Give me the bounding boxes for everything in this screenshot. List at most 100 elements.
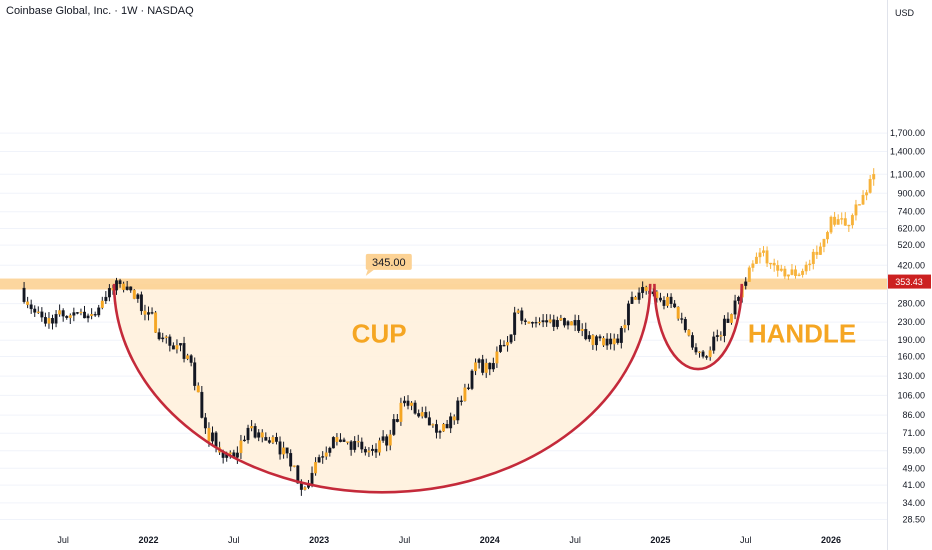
- candle-body: [712, 336, 716, 351]
- candle-body: [363, 449, 367, 453]
- price-tick-label: 900.00: [897, 188, 925, 198]
- candle-body: [865, 192, 869, 196]
- candle-body: [189, 355, 193, 363]
- candle-body: [257, 432, 261, 438]
- candle-body: [733, 300, 737, 315]
- candle-body: [708, 350, 712, 358]
- candle-body: [630, 296, 634, 304]
- candle-body: [644, 286, 648, 292]
- candle-body: [385, 436, 389, 446]
- candle-body: [83, 311, 86, 319]
- price-tick-label: 280.00: [897, 299, 925, 309]
- candle-body: [367, 450, 371, 453]
- candle-body: [783, 268, 787, 277]
- candle-body: [61, 310, 65, 317]
- candle-body: [850, 215, 854, 226]
- candle-body: [445, 423, 449, 429]
- candle-body: [762, 250, 765, 253]
- candle-body: [779, 268, 783, 271]
- candle-body: [381, 436, 385, 441]
- candle-body: [811, 251, 815, 265]
- candle-body: [378, 440, 382, 453]
- candle-body: [786, 274, 790, 277]
- candle-body: [616, 338, 620, 343]
- candle-body: [612, 338, 616, 345]
- candle-body: [602, 337, 605, 346]
- candle-body: [403, 400, 406, 404]
- price-tick-label: 59.00: [902, 446, 925, 456]
- candle-body: [139, 294, 143, 312]
- candle-body: [267, 440, 271, 443]
- price-tick-label: 420.00: [897, 260, 925, 270]
- candle-body: [207, 427, 211, 442]
- candle-body: [598, 336, 602, 339]
- candle-body: [822, 238, 826, 247]
- candle-body: [530, 322, 534, 324]
- candle-body: [754, 256, 758, 264]
- candle-body: [634, 296, 637, 300]
- candle-body: [587, 335, 591, 340]
- price-tick-label: 71.00: [902, 428, 925, 438]
- price-tick-label: 106.00: [897, 390, 925, 400]
- candle-body: [562, 318, 566, 326]
- candle-body: [40, 311, 44, 318]
- candle-body: [861, 194, 865, 205]
- candle-body: [282, 447, 286, 455]
- candle-body: [687, 329, 691, 336]
- candle-body: [125, 286, 129, 290]
- candle-body: [804, 264, 808, 272]
- candle-body: [33, 308, 37, 313]
- candle-body: [715, 335, 719, 337]
- candle-body: [705, 356, 709, 358]
- price-tick-label: 28.50: [902, 515, 925, 525]
- candle-body: [417, 413, 421, 417]
- candle-body: [484, 362, 488, 373]
- candle-body: [118, 280, 122, 285]
- candle-body: [321, 456, 325, 458]
- candle-body: [676, 306, 680, 319]
- time-tick-label: Jul: [399, 535, 411, 545]
- candle-body: [538, 321, 541, 324]
- candle-body: [577, 319, 581, 331]
- candle-body: [328, 447, 332, 453]
- price-tick-label: 740.00: [897, 207, 925, 217]
- candle-body: [534, 322, 538, 324]
- candle-body: [506, 342, 510, 346]
- price-tick-label: 41.00: [902, 480, 925, 490]
- candle-body: [420, 412, 424, 417]
- time-tick-label: Jul: [228, 535, 240, 545]
- candle-body: [26, 301, 30, 305]
- candle-body: [424, 412, 428, 418]
- candle-body: [349, 441, 353, 450]
- candle-body: [843, 218, 847, 226]
- projection-candles: [747, 168, 876, 282]
- candle-body: [623, 324, 627, 329]
- candle-body: [243, 439, 246, 442]
- candle-body: [758, 252, 762, 258]
- candle-body: [75, 312, 79, 314]
- candle-body: [772, 262, 776, 266]
- candle-body: [769, 262, 773, 265]
- candle-body: [737, 297, 741, 301]
- candle-body: [658, 297, 662, 301]
- candle-body: [442, 423, 446, 432]
- time-tick-label: 2025: [650, 535, 670, 545]
- candle-body: [299, 483, 303, 490]
- candle-body: [310, 472, 314, 485]
- candle-body: [719, 335, 723, 337]
- candle-body: [509, 334, 513, 343]
- candle-body: [132, 289, 136, 299]
- candle-body: [609, 338, 613, 345]
- candle-body: [605, 338, 609, 346]
- candle-body: [730, 314, 733, 323]
- candle-body: [641, 286, 645, 293]
- candle-body: [260, 432, 264, 438]
- candle-body: [431, 424, 435, 426]
- candle-body: [100, 300, 104, 308]
- price-tick-label: 86.00: [902, 410, 925, 420]
- candle-body: [523, 320, 527, 322]
- last-price-tag: 353.43: [888, 274, 931, 289]
- candle-body: [193, 362, 197, 386]
- candle-body: [726, 318, 730, 323]
- candle-body: [808, 263, 812, 266]
